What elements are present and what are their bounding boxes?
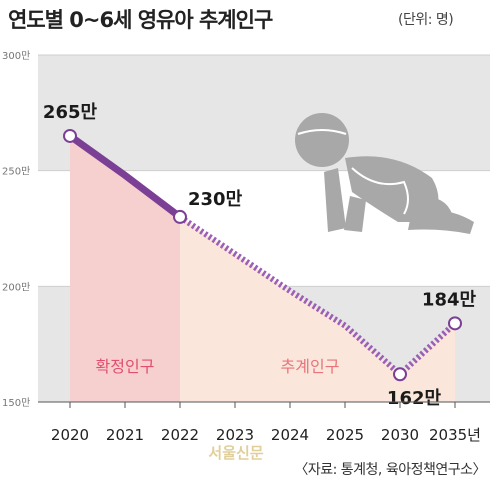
x-tick-label: 2023 [216,426,254,444]
grid-band [38,55,490,171]
data-point [63,128,77,143]
x-tick-label: 2035년 [429,426,481,444]
projected-line [178,214,458,379]
x-tick-label: 2030 [381,426,419,444]
data-label: 230만 [188,189,243,210]
x-tick-label: 2021 [106,426,144,444]
x-tick-label: 2022 [161,426,199,444]
confirmed-zone-label: 확정인구 [96,357,155,376]
x-tick-label: 2020 [51,426,89,444]
watermark-logo: 서울신문 [208,444,263,462]
y-tick-label: 300만 [2,50,30,62]
chart-title: 연도별 0~6세 영유아 추계인구 [8,8,273,32]
data-label: 184만 [422,289,477,310]
y-tick-label: 250만 [2,166,30,178]
x-tick-label: 2025 [326,426,364,444]
data-point [393,367,407,382]
crawling-baby-icon [295,113,474,234]
source-note: 〈자료: 통계청, 육아정책연구소〉 [294,462,486,478]
projected-zone-label: 추계인구 [281,357,340,376]
confirmed-line [66,132,184,221]
y-tick-label: 200만 [2,281,30,293]
y-tick-label: 150만 [2,397,30,409]
confirmed-area [70,135,180,402]
data-label: 162만 [387,388,442,409]
data-label: 265만 [43,102,98,123]
data-point [173,209,187,224]
x-tick-label: 2024 [271,426,309,444]
unit-label: (단위: 명) [398,12,454,28]
data-point [448,316,462,331]
